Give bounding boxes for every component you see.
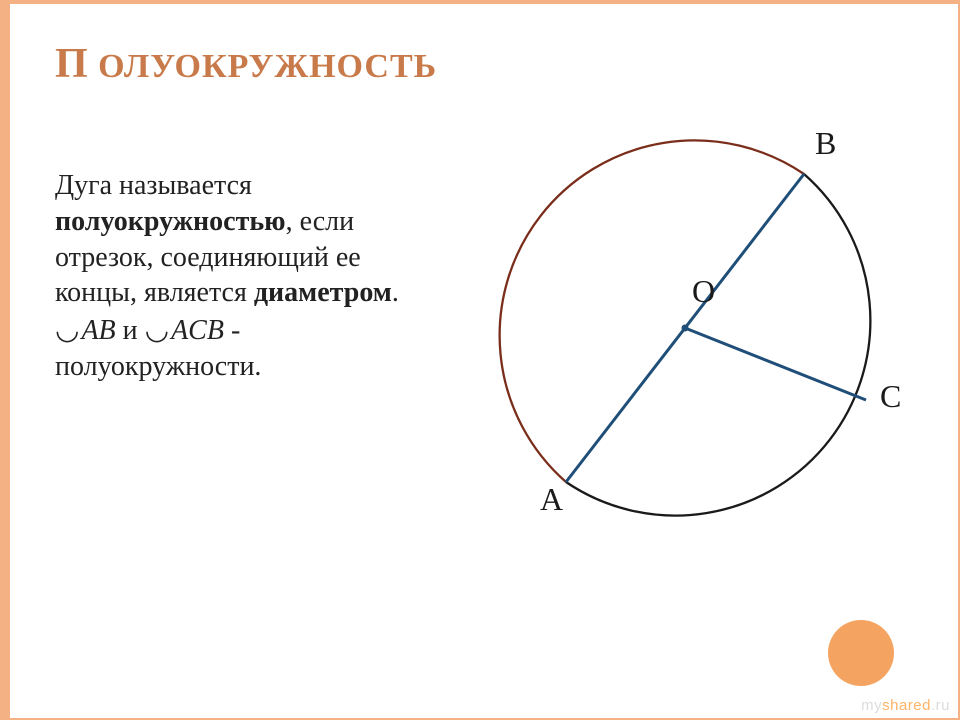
p2-mid: и <box>116 315 145 346</box>
content-row: Дуга называется полуокружностью, если от… <box>55 168 920 543</box>
arc-glyph-2: ◡ <box>145 313 169 349</box>
p1-t3: . <box>392 277 399 308</box>
text-block: Дуга называется полуокружностью, если от… <box>55 168 440 385</box>
wm-2: shared <box>882 697 931 714</box>
label-B: В <box>815 125 836 162</box>
paragraph-1: Дуга называется полуокружностью, если от… <box>55 168 440 311</box>
wm-3: .ru <box>931 697 950 714</box>
wm-1: my <box>861 697 882 714</box>
paragraph-2: ◡AB и ◡ACB - полуокружности. <box>55 313 440 385</box>
slide: П ОЛУОКРУЖНОСТЬ Дуга называется полуокру… <box>0 0 960 720</box>
arc-seg-2: ACB <box>171 315 224 346</box>
p1-emph1: полуокружностью <box>55 206 286 237</box>
label-A: А <box>540 481 563 518</box>
circle-diagram-svg <box>450 103 920 543</box>
diagram: А В О С <box>450 103 920 543</box>
p1-t1: Дуга называется <box>55 170 252 201</box>
title-first-letter: П <box>55 41 89 87</box>
arc-seg-1: AB <box>81 315 115 346</box>
corner-dot-accent <box>828 620 894 686</box>
p1-emph2: диаметром <box>254 277 392 308</box>
slide-title: П ОЛУОКРУЖНОСТЬ <box>55 40 920 88</box>
watermark: myshared.ru <box>861 697 950 714</box>
label-O: О <box>692 273 715 310</box>
label-C: С <box>880 378 901 415</box>
arc-glyph-1: ◡ <box>55 313 79 349</box>
title-rest: ОЛУОКРУЖНОСТЬ <box>89 48 437 85</box>
